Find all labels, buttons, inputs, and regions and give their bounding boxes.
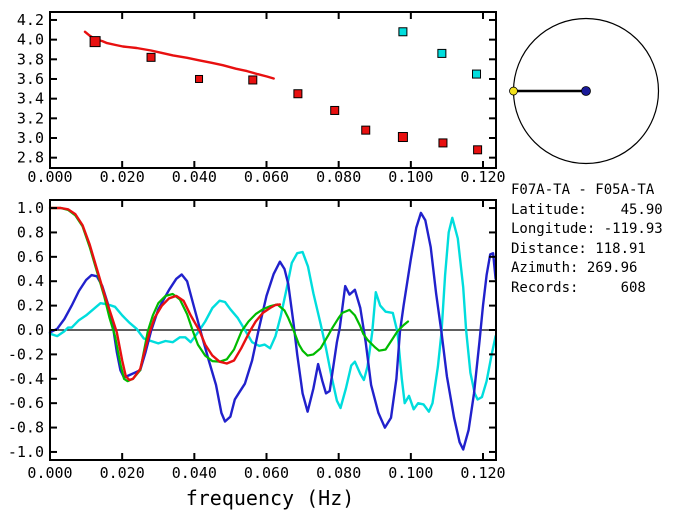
- station-info-line: Distance: 118.91: [511, 240, 646, 257]
- y-tick-label: -0.8: [8, 419, 44, 437]
- dispersion-plot: 0.000 0.020 0.040 0.060 0.080 0.100 0.120 2.8 3.…: [17, 11, 506, 186]
- cyan-measurement-squares: [398, 27, 482, 79]
- compass-center-dot: [581, 86, 591, 96]
- x-tick-label: 0.100: [388, 168, 433, 186]
- y-tick-label: -1.0: [8, 443, 44, 461]
- y-tick-label: 1.0: [17, 199, 44, 217]
- plot-border: [49, 11, 497, 169]
- y-tick-label: 3.6: [17, 70, 44, 88]
- x-tick-label: 0.020: [100, 168, 145, 186]
- data-point-square: [195, 74, 204, 83]
- data-point-square: [293, 89, 303, 99]
- x-axis-ticks: 0.000 0.020 0.040 0.060 0.080 0.100 0.120: [27, 200, 506, 482]
- x-tick-label: 0.000: [27, 168, 72, 186]
- x-tick-label: 0.020: [100, 464, 145, 482]
- x-tick-label: 0.120: [460, 464, 505, 482]
- x-tick-label: 0.080: [316, 168, 361, 186]
- y-tick-label: 0.0: [17, 321, 44, 339]
- y-axis-ticks: -1.0 -0.8 -0.6 -0.4 -0.2 0.0 0.2 0.4 0.6 0.8 1.0: [8, 199, 496, 461]
- x-tick-label: 0.000: [27, 464, 72, 482]
- cyan-curve: [48, 216, 497, 413]
- station-info-line: Latitude: 45.90: [511, 201, 663, 218]
- y-tick-label: 0.6: [17, 248, 44, 266]
- data-point-square: [473, 145, 483, 155]
- y-tick-label: 4.2: [17, 11, 44, 29]
- data-point-square: [248, 75, 258, 85]
- x-tick-label: 0.100: [388, 464, 433, 482]
- red-measurement-squares: [89, 36, 483, 155]
- red-dispersion-curve: [83, 30, 275, 80]
- station-info-line: Records: 608: [511, 279, 646, 296]
- data-point-square: [398, 27, 408, 37]
- red-curve: [48, 206, 282, 382]
- x-tick-label: 0.040: [172, 464, 217, 482]
- needle-tip-dot: [509, 86, 518, 96]
- data-point-square: [361, 125, 371, 135]
- waveform-plot: 0.000 0.020 0.040 0.060 0.080 0.100 0.120-1.0-…: [8, 199, 506, 510]
- data-point-square: [330, 105, 340, 115]
- y-tick-label: -0.2: [8, 345, 44, 363]
- y-tick-label: 4.0: [17, 31, 44, 49]
- y-tick-label: 3.0: [17, 129, 44, 147]
- x-tick-label: 0.060: [244, 168, 289, 186]
- y-tick-label: 3.4: [17, 90, 44, 108]
- data-point-square: [89, 36, 101, 48]
- data-point-square: [397, 132, 408, 143]
- x-axis-ticks: 0.000 0.020 0.040 0.060 0.080 0.100 0.120: [27, 12, 506, 186]
- station-pair-title: F07A-TA - F05A-TA: [511, 182, 655, 198]
- blue-curve: [48, 211, 497, 451]
- data-point-square: [437, 48, 447, 58]
- x-axis-label: frequency (Hz): [186, 486, 355, 510]
- y-tick-label: 0.4: [17, 272, 44, 290]
- green-curve: [48, 206, 410, 383]
- y-tick-label: -0.6: [8, 394, 44, 412]
- x-tick-label: 0.060: [244, 464, 289, 482]
- station-info-line: Longitude: -119.93: [511, 221, 663, 237]
- data-point-square: [438, 138, 448, 148]
- data-point-square: [146, 52, 156, 62]
- y-tick-label: 2.8: [17, 149, 44, 167]
- y-tick-label: 0.8: [17, 223, 44, 241]
- x-tick-label: 0.080: [316, 464, 361, 482]
- station-info-line: Azimuth: 269.96: [511, 260, 638, 276]
- data-point-square: [472, 69, 482, 79]
- station-info-panel: F07A-TA - F05A-TA Latitude: 45.90 Longitud…: [511, 181, 663, 298]
- y-tick-label: 3.8: [17, 50, 44, 68]
- azimuth-compass: [509, 17, 660, 165]
- x-tick-label: 0.040: [172, 168, 217, 186]
- x-tick-label: 0.120: [460, 168, 505, 186]
- y-tick-label: 0.2: [17, 297, 44, 315]
- y-tick-label: -0.4: [8, 370, 44, 388]
- y-axis-ticks: 2.8 3.0 3.23.4 3.6 3.84.0 4.2: [17, 11, 496, 167]
- y-tick-label: 3.2: [17, 109, 44, 127]
